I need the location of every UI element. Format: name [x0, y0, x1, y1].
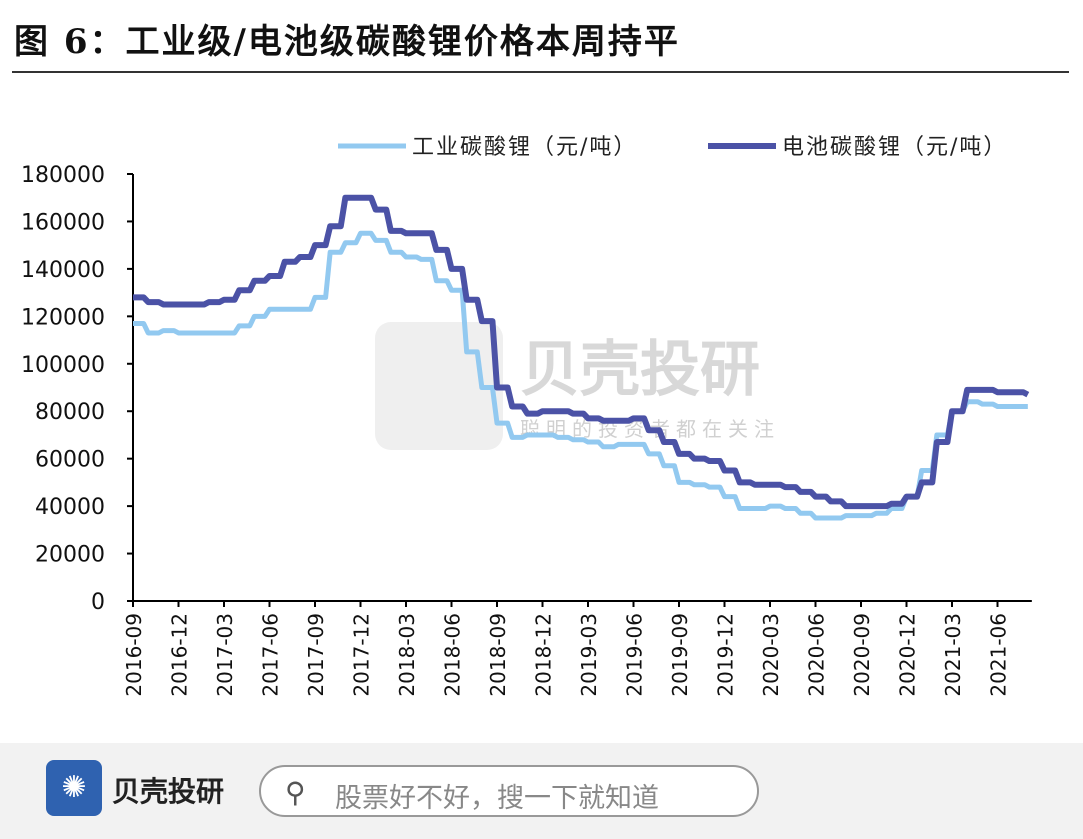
y-tick-label: 40000 — [35, 495, 105, 520]
series-line-industrial — [133, 230, 1028, 521]
legend-label: 工业碳酸锂（元/吨） — [412, 135, 637, 160]
y-tick-label: 140000 — [21, 258, 105, 283]
x-tick-label: 2020-03 — [759, 613, 783, 697]
x-tick-label: 2021-03 — [941, 613, 965, 697]
y-tick-label: 80000 — [35, 400, 105, 425]
shell-fan-icon[interactable]: ✺ — [46, 760, 102, 816]
x-tick-label: 2019-06 — [623, 613, 647, 697]
magnifier-icon: ⚲ — [285, 776, 306, 809]
line-chart: 贝壳投研 聪明的投资者都在关注 0 20000 40000 60000 80000 100… — [21, 135, 1032, 697]
x-tick-label: 2018-09 — [486, 613, 510, 697]
x-tick-label: 2017-12 — [350, 613, 374, 697]
x-tick-label: 2020-12 — [896, 613, 920, 697]
x-tick-label: 2018-06 — [441, 613, 465, 697]
y-tick-label: 60000 — [35, 448, 105, 473]
x-tick-label: 2021-06 — [987, 613, 1011, 697]
y-tick-label: 100000 — [21, 353, 105, 378]
legend-label: 电池碳酸锂（元/吨） — [782, 135, 1007, 160]
x-tick-label: 2020-06 — [805, 613, 829, 697]
x-tick-label: 2018-12 — [532, 613, 556, 697]
x-tick-label: 2018-03 — [395, 613, 419, 697]
x-tick-label: 2019-09 — [668, 613, 692, 697]
y-tick-label: 120000 — [21, 305, 105, 330]
y-tick-label: 180000 — [21, 163, 105, 188]
x-tick-label: 2020-09 — [850, 613, 874, 697]
search-placeholder: 股票好不好，搜一下就知道 — [335, 783, 659, 814]
search-input[interactable]: ⚲ 股票好不好，搜一下就知道 — [259, 765, 759, 817]
x-tick-label: 2017-03 — [213, 613, 237, 697]
x-tick-label: 2016-09 — [122, 613, 146, 697]
footer-brand[interactable]: 贝壳投研 — [112, 775, 225, 808]
x-tick-label: 2019-03 — [577, 613, 601, 697]
series-line-battery — [133, 194, 1030, 510]
y-tick-label: 160000 — [21, 210, 105, 235]
y-tick-label: 20000 — [35, 543, 105, 568]
watermark-brand: 贝壳投研 — [520, 335, 760, 405]
page-title: 图 6：工业级/电池级碳酸锂价格本周持平 — [14, 22, 680, 62]
x-tick-label: 2017-09 — [304, 613, 328, 697]
title-divider — [12, 71, 1069, 73]
x-tick-label: 2017-06 — [259, 613, 283, 697]
y-tick-label: 0 — [91, 590, 105, 615]
x-tick-label: 2019-12 — [714, 613, 738, 697]
x-tick-label: 2016-12 — [168, 613, 192, 697]
watermark: 贝壳投研 聪明的投资者都在关注 — [375, 322, 774, 450]
